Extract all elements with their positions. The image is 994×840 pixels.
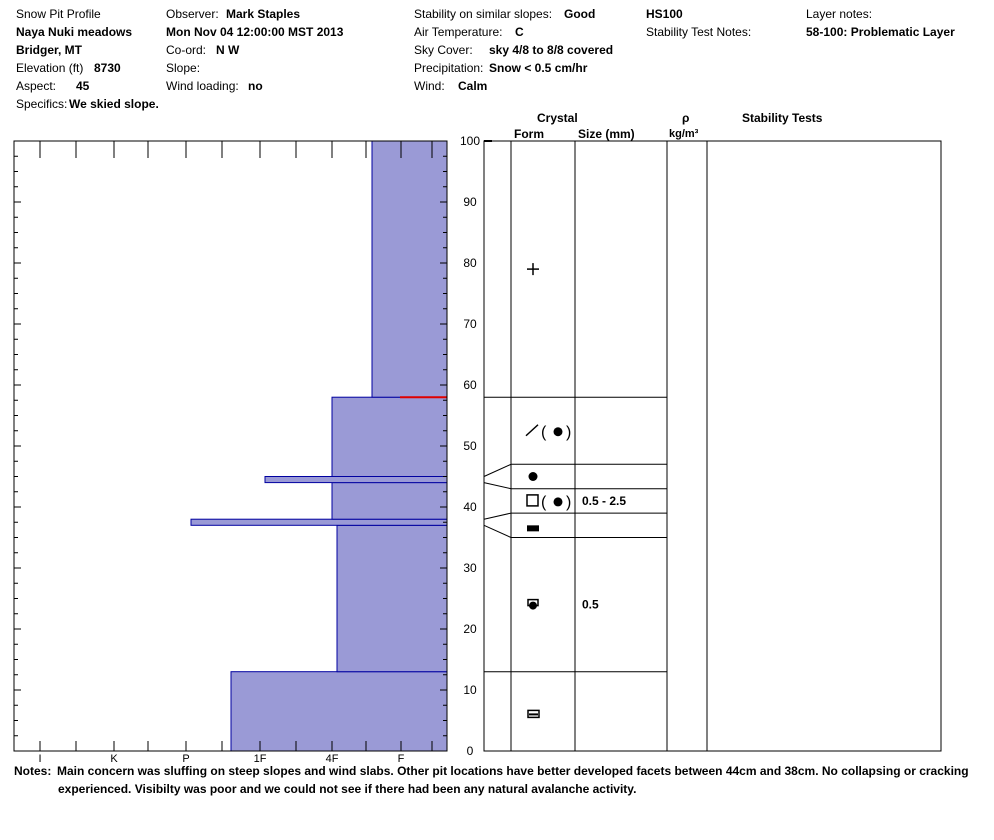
location: Naya Nuki meadows [16, 25, 133, 39]
coord-label: Co-ord: [166, 43, 207, 57]
wind-label: Wind: [414, 79, 445, 93]
sky-label: Sky Cover: [414, 43, 473, 57]
slope-label: Slope: [166, 61, 201, 75]
hardness-tick-label: P [182, 753, 189, 765]
depth-tick-label: 0 [467, 744, 474, 758]
elevation-label: Elevation (ft) [16, 61, 84, 75]
layer-boundary [483, 482, 667, 490]
hardness-bar [230, 671, 448, 752]
hardness-axis: I K P 1F 4F F [38, 141, 433, 765]
stability-label: Stability on similar slopes: [414, 7, 553, 21]
depth-tick-label: 20 [463, 622, 477, 636]
layer-notes-label: Layer notes: [806, 7, 873, 21]
depth-tick-label: 10 [463, 683, 477, 697]
depth-axis: 0 10 20 30 40 50 60 70 80 90 100 [14, 134, 480, 758]
wind-loading-value: no [248, 79, 263, 93]
pit-title: Snow Pit Profile [16, 7, 101, 21]
paren-icon: ) [566, 494, 571, 511]
air-temp-label: Air Temperature: [414, 25, 503, 39]
depth-tick-label: 80 [463, 256, 477, 270]
sky-value: sky 4/8 to 8/8 covered [489, 43, 614, 57]
ice-layer-icon [527, 709, 540, 719]
stability-test-notes-label: Stability Test Notes: [646, 25, 752, 39]
grain-size-label: 0.5 - 2.5 [582, 494, 626, 508]
depth-tick-label: 100 [460, 134, 480, 148]
air-temp-value: C [515, 25, 524, 39]
aspect-value: 45 [76, 79, 90, 93]
hardness-tick-label: K [110, 753, 118, 765]
specifics-value: We skied slope. [69, 97, 159, 111]
density-unit-header: kg/m³ [669, 128, 699, 140]
round-grain-icon [553, 497, 563, 507]
round-grain-icon [553, 427, 563, 437]
hardness-bar [190, 518, 448, 526]
notes-line-1: Main concern was sluffing on steep slope… [57, 764, 969, 778]
depth-tick-label: 40 [463, 500, 477, 514]
depth-tick-label: 50 [463, 439, 477, 453]
stability-tests-header: Stability Tests [742, 111, 823, 125]
grain-forms: ()() 0.5 - 2.50.5 [525, 263, 626, 719]
depth-tick-label: 60 [463, 378, 477, 392]
hardness-tick-label: 1F [254, 753, 267, 765]
wind-loading-label: Wind loading: [166, 79, 239, 93]
grain-form-symbol [527, 598, 539, 610]
hardness-profile [190, 140, 448, 752]
specifics-label: Specifics: [16, 97, 68, 111]
form-header: Form [514, 127, 544, 141]
region: Bridger, MT [16, 43, 83, 57]
paren-icon: ) [566, 424, 571, 441]
datetime: Mon Nov 04 12:00:00 MST 2013 [166, 25, 344, 39]
hardness-tick-label: F [398, 753, 405, 765]
coord-value: N W [216, 43, 240, 57]
chart-frames [13, 140, 942, 752]
paren-icon: ( [541, 494, 547, 511]
slash-icon [525, 424, 539, 437]
aspect-label: Aspect: [16, 79, 57, 93]
crust-icon [527, 525, 539, 532]
hardness-bar [336, 524, 448, 673]
observer-value: Mark Staples [226, 7, 301, 21]
depth-tick-label: 30 [463, 561, 477, 575]
layer-boundaries [483, 396, 667, 673]
stability-value: Good [564, 7, 596, 21]
grain-form-symbol [528, 472, 538, 481]
observer-label: Observer: [166, 7, 219, 21]
size-header: Size (mm) [578, 127, 635, 141]
elevation-value: 8730 [94, 61, 121, 75]
crystal-table-frame [483, 140, 942, 752]
wind-value: Calm [458, 79, 488, 93]
grain-form-symbol [527, 709, 540, 719]
facet-square-icon [526, 494, 539, 507]
grain-form-symbol [527, 525, 539, 532]
layer-boundary [483, 512, 667, 520]
notes-label: Notes: [14, 764, 52, 778]
depth-tick-label: 90 [463, 195, 477, 209]
rho-header: ρ [682, 111, 690, 125]
notes-line-2: experienced. Visibilty was poor and we c… [58, 782, 637, 796]
grain-form-symbol: () [526, 494, 571, 511]
grain-size-label: 0.5 [582, 598, 599, 612]
depth-tick-label: 70 [463, 317, 477, 331]
hardness-bar [331, 482, 448, 520]
crystal-header: Crystal [537, 111, 578, 125]
precip-label: Precipitation: [414, 61, 484, 75]
round-grain-icon [528, 472, 538, 481]
paren-icon: ( [541, 424, 547, 441]
hardness-bar [264, 476, 448, 484]
round-grain-icon [529, 601, 537, 610]
grain-form-symbol [527, 263, 539, 276]
layer-notes-value: 58-100: Problematic Layer [806, 25, 955, 39]
layer-boundary [483, 524, 667, 538]
snow-height: HS100 [646, 7, 683, 21]
hardness-tick-label: I [38, 753, 41, 765]
grain-form-symbol: () [525, 424, 571, 441]
precip-value: Snow < 0.5 cm/hr [489, 61, 588, 75]
hardness-tick-label: 4F [326, 753, 339, 765]
hardness-bar [371, 140, 448, 398]
layer-boundary [483, 463, 667, 477]
hardness-bar [331, 396, 448, 478]
